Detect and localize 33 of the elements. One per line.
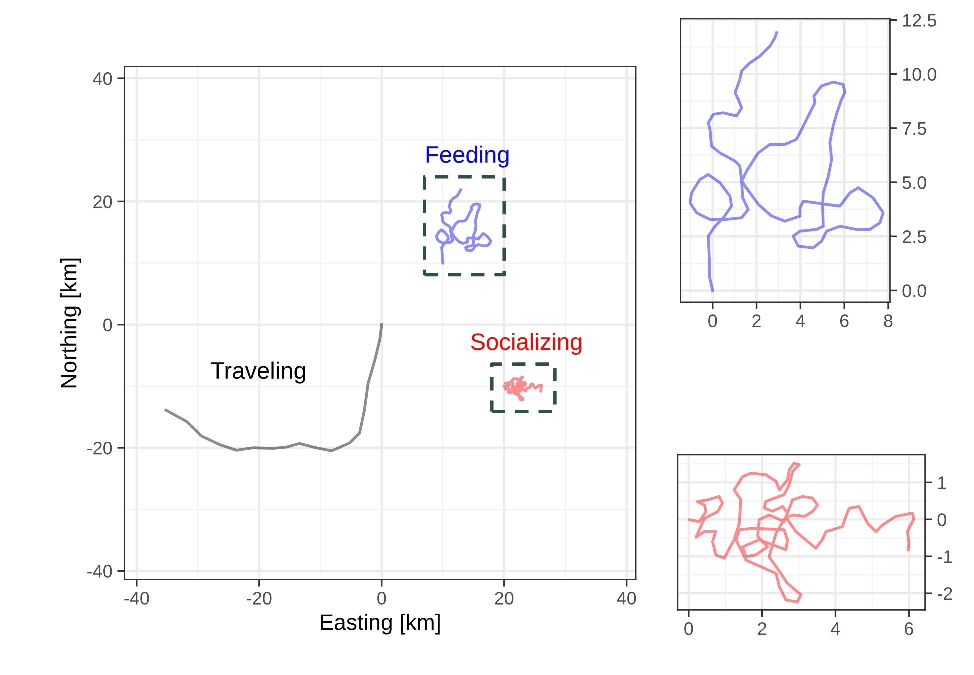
y2-tick-label: -1 (938, 550, 952, 564)
y-tick-label: -40 (88, 565, 112, 578)
x-tick-label: 6 (840, 314, 849, 328)
y2-tick-label: 12.5 (903, 14, 936, 27)
y-tick-label: 20 (94, 196, 112, 208)
y-axis-title: Northing [km] (60, 258, 82, 388)
x-tick-label: 20 (495, 592, 514, 605)
annotation: Socializing (471, 333, 582, 356)
y2-tick-label: 10.0 (903, 68, 936, 82)
y2-tick-label: -2 (938, 588, 952, 600)
y2-tick-label: 5.0 (902, 176, 926, 190)
x-tick-label: 4 (796, 314, 806, 328)
x-tick-label: 40 (617, 592, 636, 605)
x-tick-label: 2 (752, 314, 761, 328)
y2-tick-label: 0.0 (902, 284, 926, 298)
x-axis-title: Easting [km] (321, 614, 440, 635)
x-tick-label: -20 (247, 592, 272, 605)
x-tick-label: -40 (124, 592, 150, 605)
y2-tick-label: 1 (938, 476, 946, 490)
x-tick-label: 0 (708, 314, 718, 328)
y-tick-label: 40 (93, 72, 112, 86)
y-tick-label: -20 (88, 442, 112, 455)
x-tick-label: 4 (831, 622, 840, 636)
x-tick-label: 2 (758, 622, 766, 636)
annotation: Traveling (211, 362, 306, 384)
x-tick-label: 8 (884, 314, 893, 328)
x-tick-label: 0 (378, 592, 386, 605)
y2-tick-label: 0 (938, 514, 946, 526)
x-tick-label: 6 (905, 622, 914, 636)
y2-tick-label: 2.5 (902, 230, 926, 244)
x-tick-label: 0 (684, 622, 694, 636)
y2-tick-label: 7.5 (902, 122, 926, 136)
annotation: Feeding (426, 146, 509, 168)
